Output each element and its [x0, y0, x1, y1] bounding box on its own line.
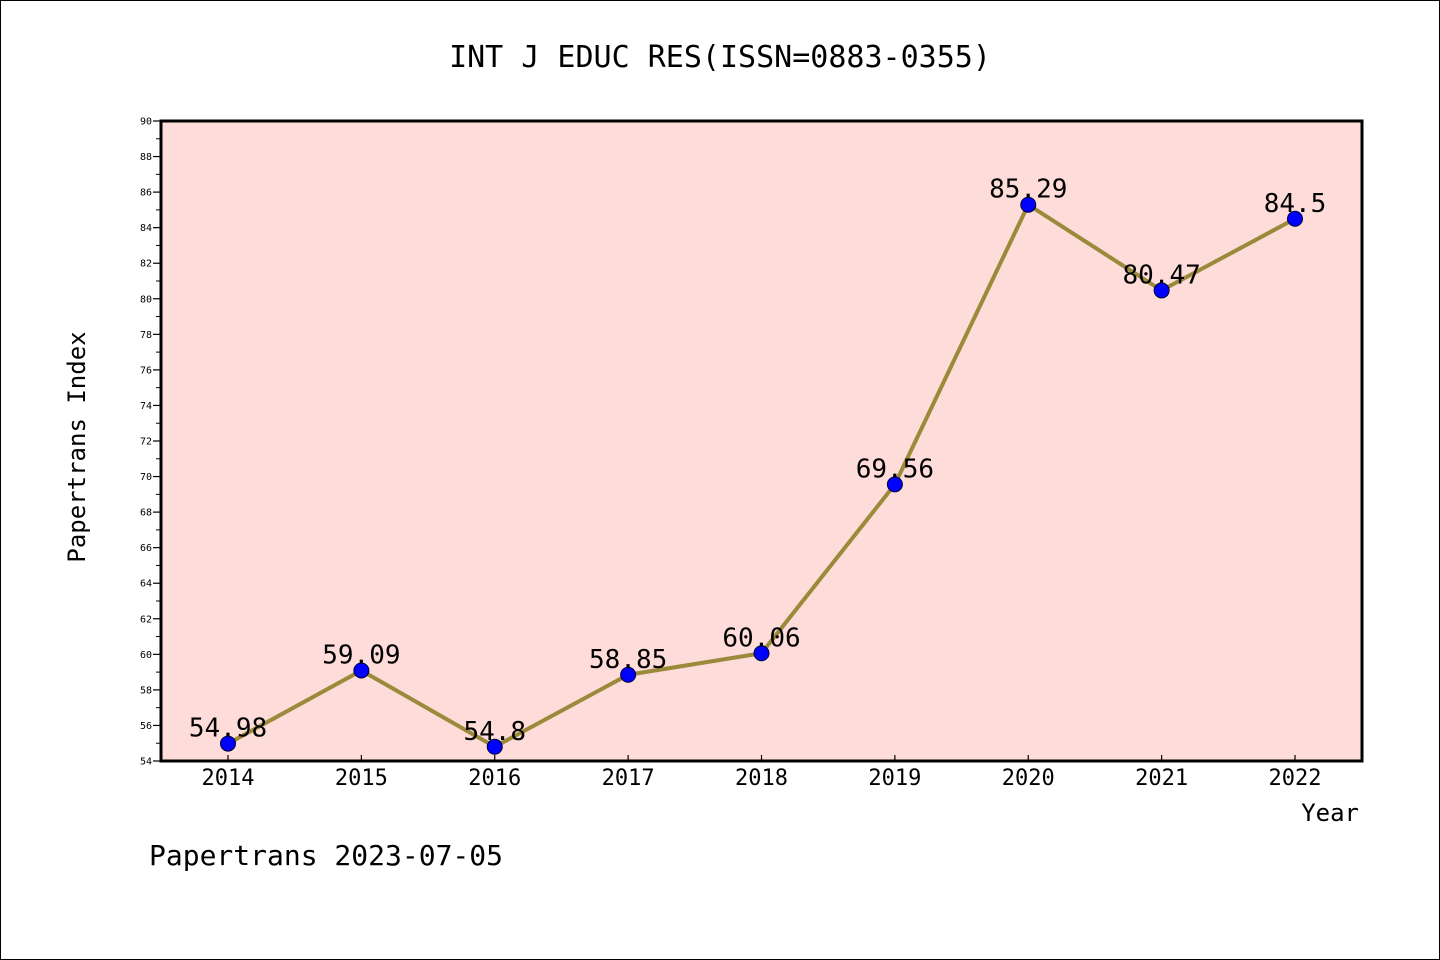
y-axis-label: Papertrans Index: [63, 331, 91, 562]
y-tick-label: 74: [140, 401, 152, 412]
data-point: [1020, 196, 1037, 213]
y-tick-label: 60: [140, 650, 152, 661]
x-tick-label: 2019: [868, 766, 921, 791]
data-point: [1287, 210, 1303, 227]
y-tick-label: 76: [140, 365, 152, 376]
y-tick-label: 66: [140, 543, 152, 554]
y-tick-label: 58: [140, 685, 152, 696]
y-tick-label: 70: [140, 472, 152, 483]
data-label: 58.85: [589, 645, 667, 675]
data-label: 69.56: [856, 454, 934, 484]
x-axis: 2014 2015 2016 2017 2018 2019 2020 2021 2022: [202, 755, 1322, 791]
x-tick-label: 2018: [735, 766, 788, 791]
y-tick-label: 64: [140, 579, 152, 590]
data-point: [886, 476, 903, 493]
data-point: [620, 666, 637, 683]
y-tick-label: 62: [140, 614, 152, 625]
y-tick-label: 84: [140, 223, 152, 234]
y-axis: 54 56 58 60 62 64 66 68 70 72 74 76 78 80 82 84 86 88 90: [140, 117, 161, 768]
data-point: [1153, 282, 1170, 299]
x-tick-label: 2015: [335, 766, 388, 791]
x-tick-label: 2014: [202, 766, 255, 791]
y-tick-label: 54: [140, 757, 152, 768]
x-axis-label: Year: [1301, 799, 1359, 827]
data-point: [753, 645, 770, 662]
x-tick-label: 2022: [1269, 766, 1322, 791]
y-tick-label: 56: [140, 721, 152, 732]
x-tick-label: 2020: [1002, 766, 1055, 791]
y-tick-label: 88: [140, 152, 152, 163]
x-tick-label: 2016: [468, 766, 521, 791]
data-label: 84.5: [1264, 189, 1327, 219]
y-tick-label: 78: [140, 330, 152, 341]
series-layer: 54.98 59.09 54.8 58.85 60.06 69.56 85.29 80.47 8…: [189, 175, 1326, 755]
x-tick-label: 2017: [602, 766, 655, 791]
data-label: 54.8: [463, 717, 526, 747]
y-tick-label: 68: [140, 508, 152, 519]
x-tick-label: 2021: [1135, 766, 1188, 791]
data-label: 80.47: [1122, 260, 1200, 290]
data-point: [486, 738, 503, 755]
y-tick-label: 90: [140, 117, 152, 128]
data-label: 54.98: [189, 714, 267, 744]
data-label: 60.06: [722, 623, 800, 653]
data-label: 59.09: [322, 641, 400, 671]
footer-text: Papertrans 2023-07-05: [149, 839, 503, 872]
chart-title: INT J EDUC RES(ISSN=0883-0355): [449, 40, 991, 75]
y-tick-label: 86: [140, 188, 152, 199]
data-label: 85.29: [989, 175, 1067, 205]
data-point: [353, 662, 370, 679]
y-tick-label: 82: [140, 259, 152, 270]
y-tick-label: 80: [140, 294, 152, 305]
data-point: [220, 735, 236, 752]
y-tick-label: 72: [140, 437, 152, 448]
